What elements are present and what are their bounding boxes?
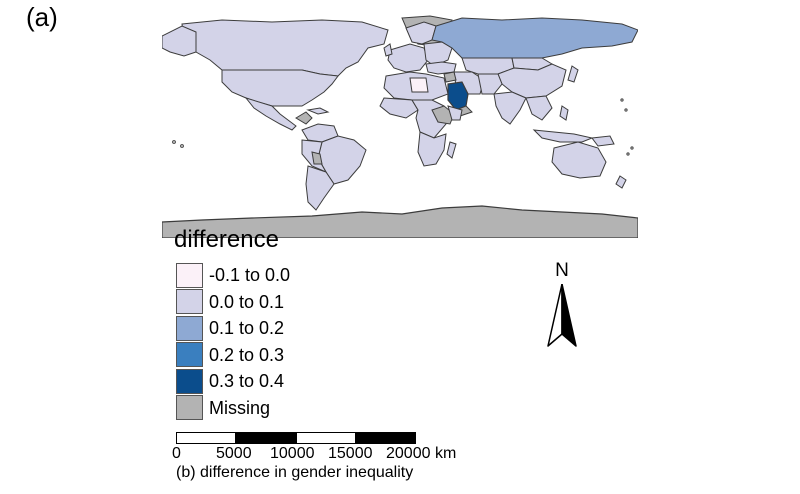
legend-swatch (176, 289, 203, 315)
map-legend: -0.1 to 0.0 0.0 to 0.1 0.1 to 0.2 0.2 to 0.… (176, 262, 290, 421)
legend-label: 0.0 to 0.1 (209, 291, 285, 312)
legend-item: 0.3 to 0.4 (176, 368, 290, 395)
region-libya-white (409, 77, 429, 93)
region-china (497, 63, 567, 99)
region-philippines (559, 105, 569, 121)
north-letter: N (555, 260, 569, 281)
scale-segment (296, 432, 356, 444)
region-madagascar (446, 141, 457, 159)
world-choropleth-map (162, 14, 638, 238)
legend-swatch (176, 315, 203, 341)
region-se-asia (525, 95, 553, 121)
legend-label: -0.1 to 0.0 (209, 265, 291, 286)
region-western-europe (387, 43, 429, 73)
scale-tick: 15000 (328, 445, 373, 462)
legend-title: difference (174, 226, 279, 253)
legend-item: 0.0 to 0.1 (176, 289, 290, 316)
scale-segment (176, 432, 236, 444)
legend-item: 0.2 to 0.3 (176, 342, 290, 369)
legend-label: 0.3 to 0.4 (209, 371, 285, 392)
panel-label: (a) (26, 2, 58, 32)
region-caribbean (306, 107, 330, 115)
region-paraguay-missing (311, 151, 323, 165)
region-new-zealand (615, 175, 627, 189)
region-afghanistan-pakistan (477, 73, 503, 95)
legend-label: 0.1 to 0.2 (209, 318, 285, 339)
scale-tick: 5000 (216, 445, 252, 462)
legend-item: -0.1 to 0.0 (176, 262, 290, 289)
legend-item: 0.1 to 0.2 (176, 315, 290, 342)
legend-swatch (176, 395, 203, 421)
scale-tick: 20000 km (386, 445, 457, 462)
region-india (493, 91, 527, 125)
region-usa (221, 69, 339, 107)
legend-swatch (176, 342, 203, 368)
region-japan (567, 65, 579, 83)
region-russia (431, 17, 638, 59)
region-argentina-chile (305, 165, 335, 211)
region-southern-africa (417, 131, 447, 167)
region-canada (181, 19, 389, 77)
legend-swatch (176, 368, 203, 394)
scale-tick: 10000 (270, 445, 315, 462)
legend-label: Missing (209, 397, 271, 418)
region-horn-africa (447, 105, 463, 121)
figure-caption: (b) difference in gender inequality (176, 464, 414, 481)
legend-item: Missing (176, 395, 290, 422)
region-png (591, 135, 615, 147)
scale-segment (356, 432, 416, 444)
region-mexico (244, 97, 297, 131)
region-australia (551, 141, 607, 179)
region-alaska (162, 25, 197, 57)
region-central-america-missing (295, 111, 313, 125)
map-canvas (162, 15, 638, 238)
legend-swatch (176, 262, 203, 288)
scale-segment (236, 432, 296, 444)
region-antarctica (162, 205, 638, 238)
legend-label: 0.2 to 0.3 (209, 344, 285, 365)
scale-bar (176, 432, 416, 446)
region-islands (172, 140, 176, 144)
region-syria-missing (443, 71, 457, 83)
north-arrow-icon (547, 284, 577, 347)
region-indonesia (532, 129, 594, 143)
scale-tick: 0 (172, 445, 181, 462)
region-uk (383, 43, 393, 57)
north-arrow: N (544, 260, 580, 352)
